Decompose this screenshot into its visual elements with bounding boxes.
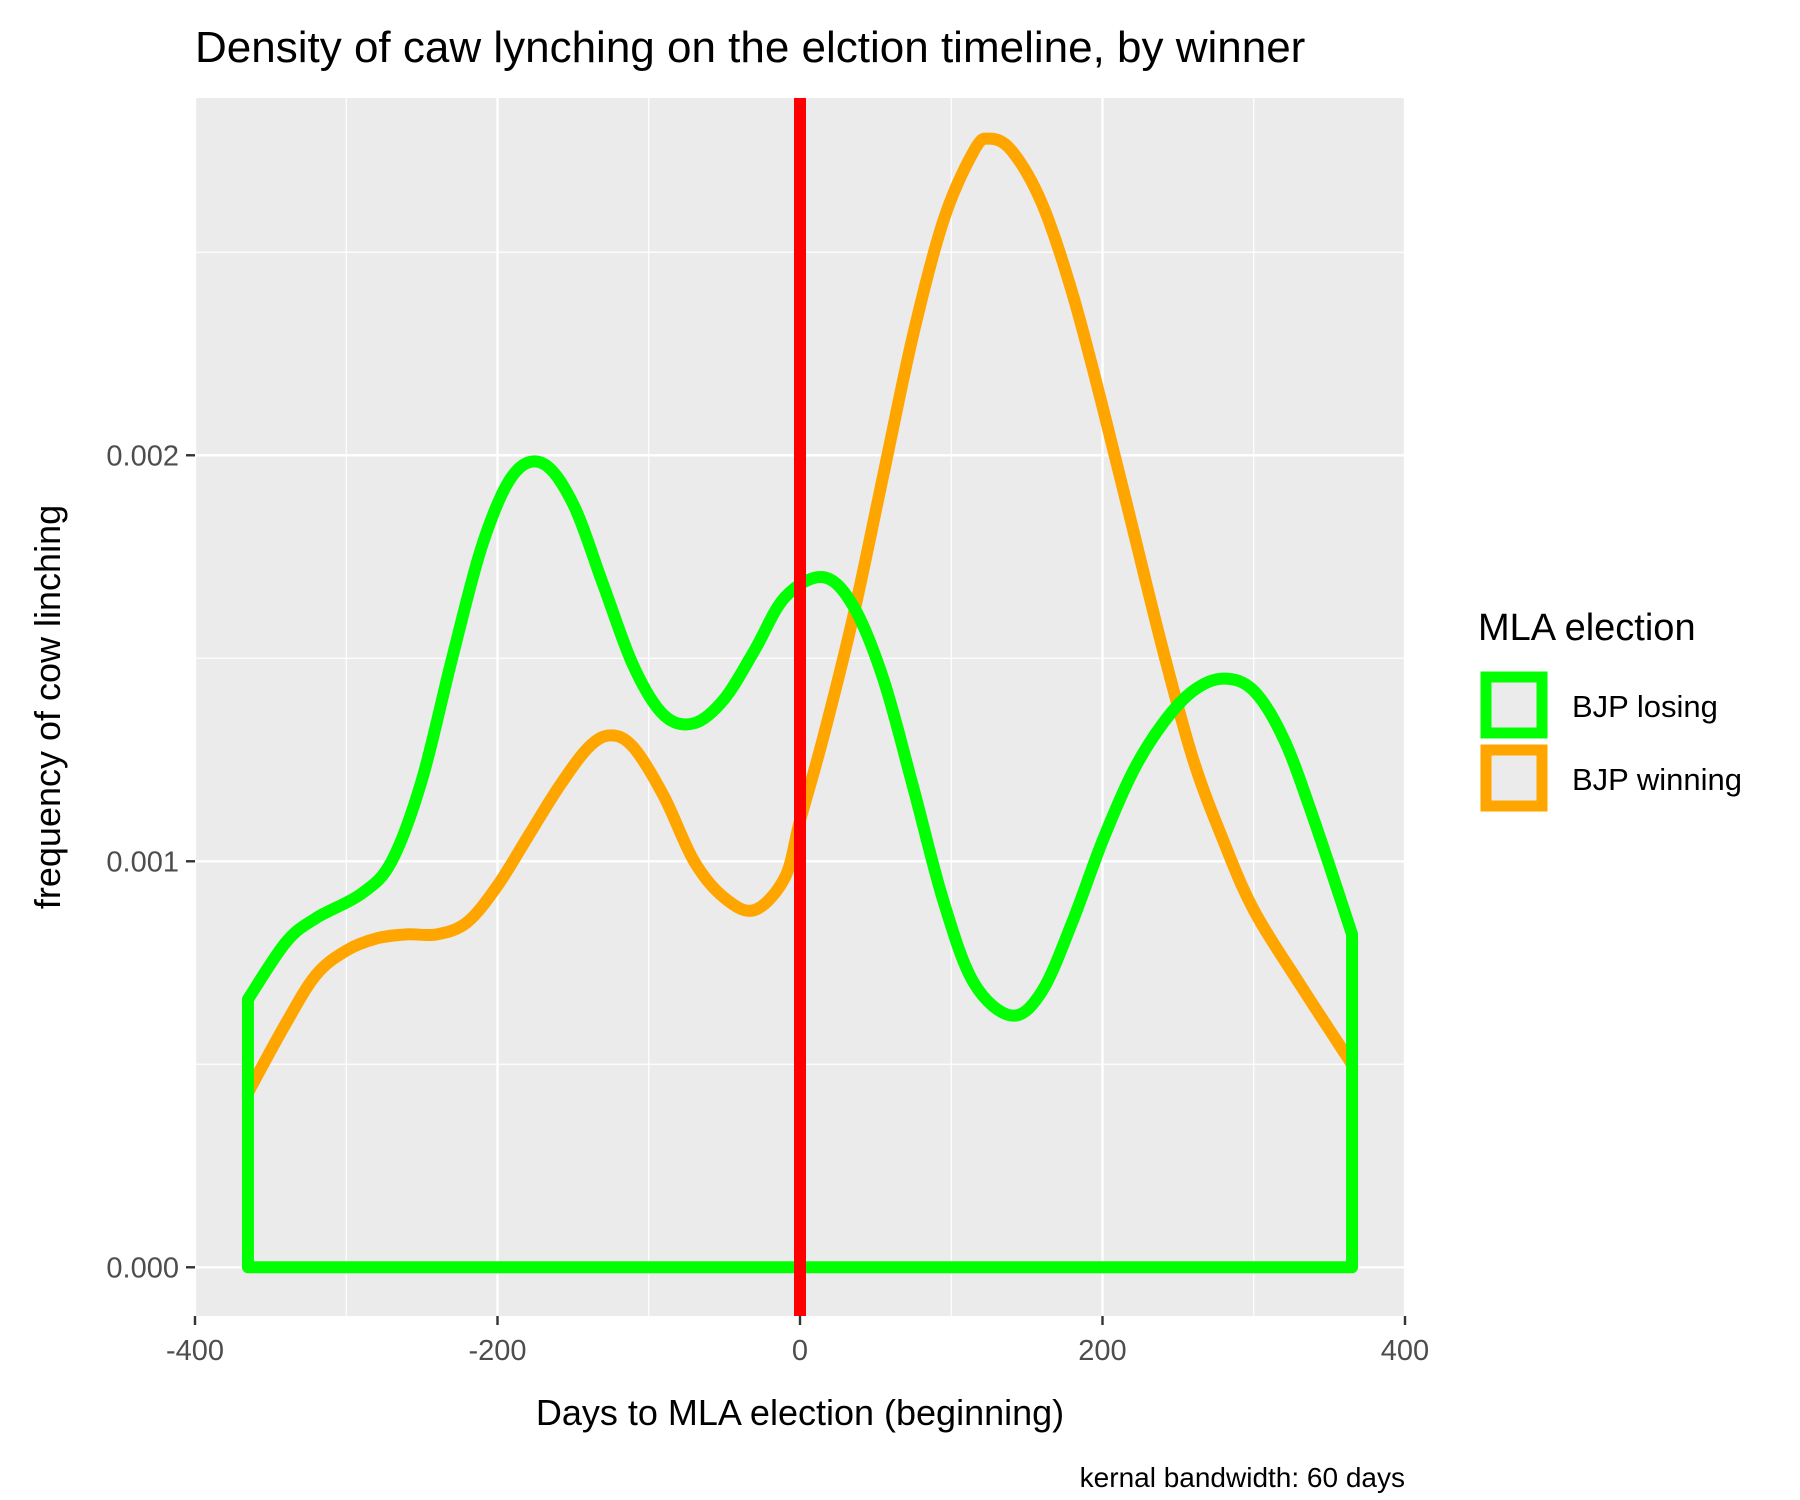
chart-title: Density of caw lynching on the elction t… <box>195 23 1305 72</box>
legend-label: BJP winning <box>1572 762 1742 797</box>
series-layer <box>241 132 1359 1274</box>
x-tick-label: 0 <box>792 1335 808 1367</box>
legend-items: BJP losing BJP winning <box>1480 671 1742 812</box>
y-tick-label: 0.002 <box>106 440 179 472</box>
legend-key <box>1480 744 1548 812</box>
density-line-bjp-winning <box>242 132 1358 1096</box>
axis-ticks <box>186 454 1407 1325</box>
legend-label: BJP losing <box>1572 689 1718 724</box>
legend-title: MLA election <box>1478 607 1696 649</box>
density-line-bjp-losing <box>241 455 1359 1274</box>
x-axis-title: Days to MLA election (beginning) <box>536 1392 1064 1433</box>
legend-key <box>1480 671 1548 739</box>
x-tick-label: -200 <box>468 1335 526 1367</box>
x-tick-label: 400 <box>1381 1335 1429 1367</box>
chart-caption: kernal bandwidth: 60 days <box>1080 1462 1405 1493</box>
y-axis-title: frequency of cow linching <box>27 505 68 909</box>
y-tick-label: 0.000 <box>106 1252 179 1284</box>
tick-labels: -400 -200 0 200 400 0.000 0.001 0.002 <box>106 440 1429 1367</box>
legend: MLA election BJP losing BJP winning <box>1478 607 1742 812</box>
y-tick-label: 0.001 <box>106 846 179 878</box>
x-tick-label: 200 <box>1078 1335 1126 1367</box>
x-tick-label: -400 <box>166 1335 224 1367</box>
